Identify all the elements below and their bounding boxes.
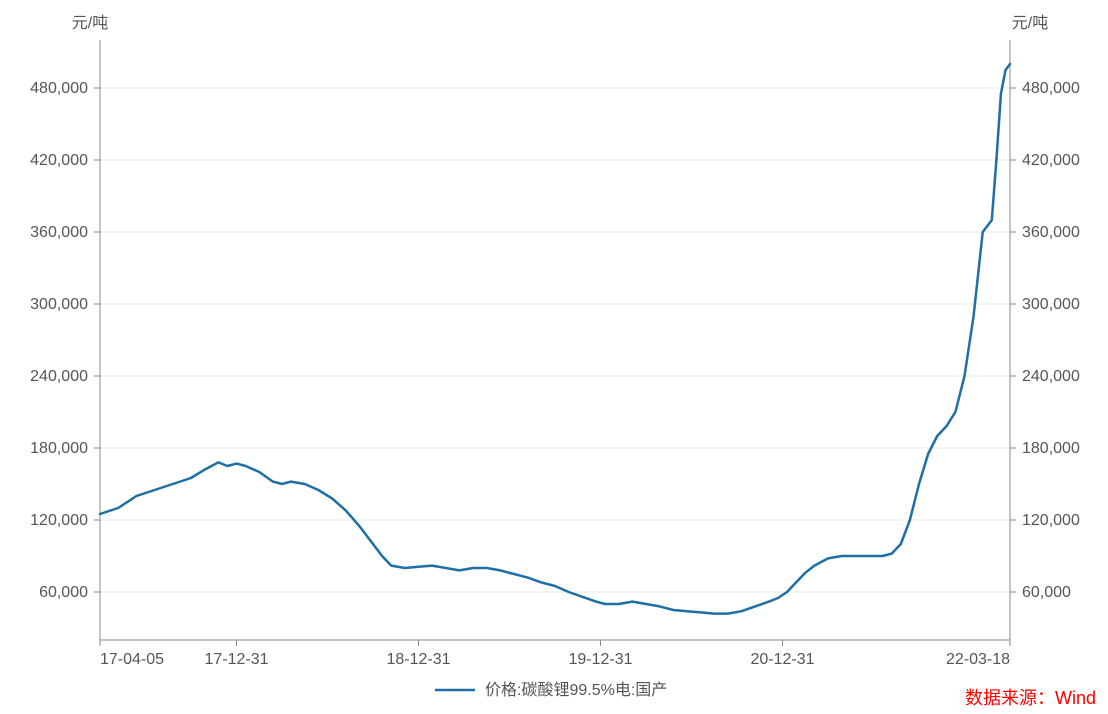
price-series-line xyxy=(100,64,1010,614)
x-tick-label: 19-12-31 xyxy=(568,651,632,668)
y-left-tick-label: 120,000 xyxy=(30,512,88,529)
y-left-tick-label: 480,000 xyxy=(30,80,88,97)
y-left-tick-label: 180,000 xyxy=(30,440,88,457)
x-tick-label: 17-12-31 xyxy=(204,651,268,668)
x-tick-label: 18-12-31 xyxy=(386,651,450,668)
y-left-tick-label: 240,000 xyxy=(30,368,88,385)
data-source-label: 数据来源：Wind xyxy=(965,688,1096,708)
x-tick-label: 22-03-18 xyxy=(946,651,1010,668)
y-right-tick-label: 180,000 xyxy=(1022,440,1080,457)
y-right-tick-label: 60,000 xyxy=(1022,584,1071,601)
y-left-tick-label: 60,000 xyxy=(39,584,88,601)
x-tick-label: 20-12-31 xyxy=(750,651,814,668)
y-right-tick-label: 240,000 xyxy=(1022,368,1080,385)
y-right-axis-title: 元/吨 xyxy=(1012,14,1048,32)
y-right-tick-label: 480,000 xyxy=(1022,80,1080,97)
y-left-tick-label: 300,000 xyxy=(30,296,88,313)
y-right-tick-label: 420,000 xyxy=(1022,152,1080,169)
y-right-tick-label: 360,000 xyxy=(1022,224,1080,241)
y-left-tick-label: 420,000 xyxy=(30,152,88,169)
y-left-axis-title: 元/吨 xyxy=(72,14,108,32)
chart-container: 60,000 120,000 180,000 240,000 300,000 360,00… xyxy=(0,0,1108,714)
line-chart: 60,000 120,000 180,000 240,000 300,000 360,00… xyxy=(0,0,1108,714)
y-left-tick-label: 360,000 xyxy=(30,224,88,241)
y-right-tick-label: 120,000 xyxy=(1022,512,1080,529)
legend-label: 价格:碳酸锂99.5%电:国产 xyxy=(485,681,667,699)
x-tick-label: 17-04-05 xyxy=(100,651,164,668)
y-right-tick-label: 300,000 xyxy=(1022,296,1080,313)
